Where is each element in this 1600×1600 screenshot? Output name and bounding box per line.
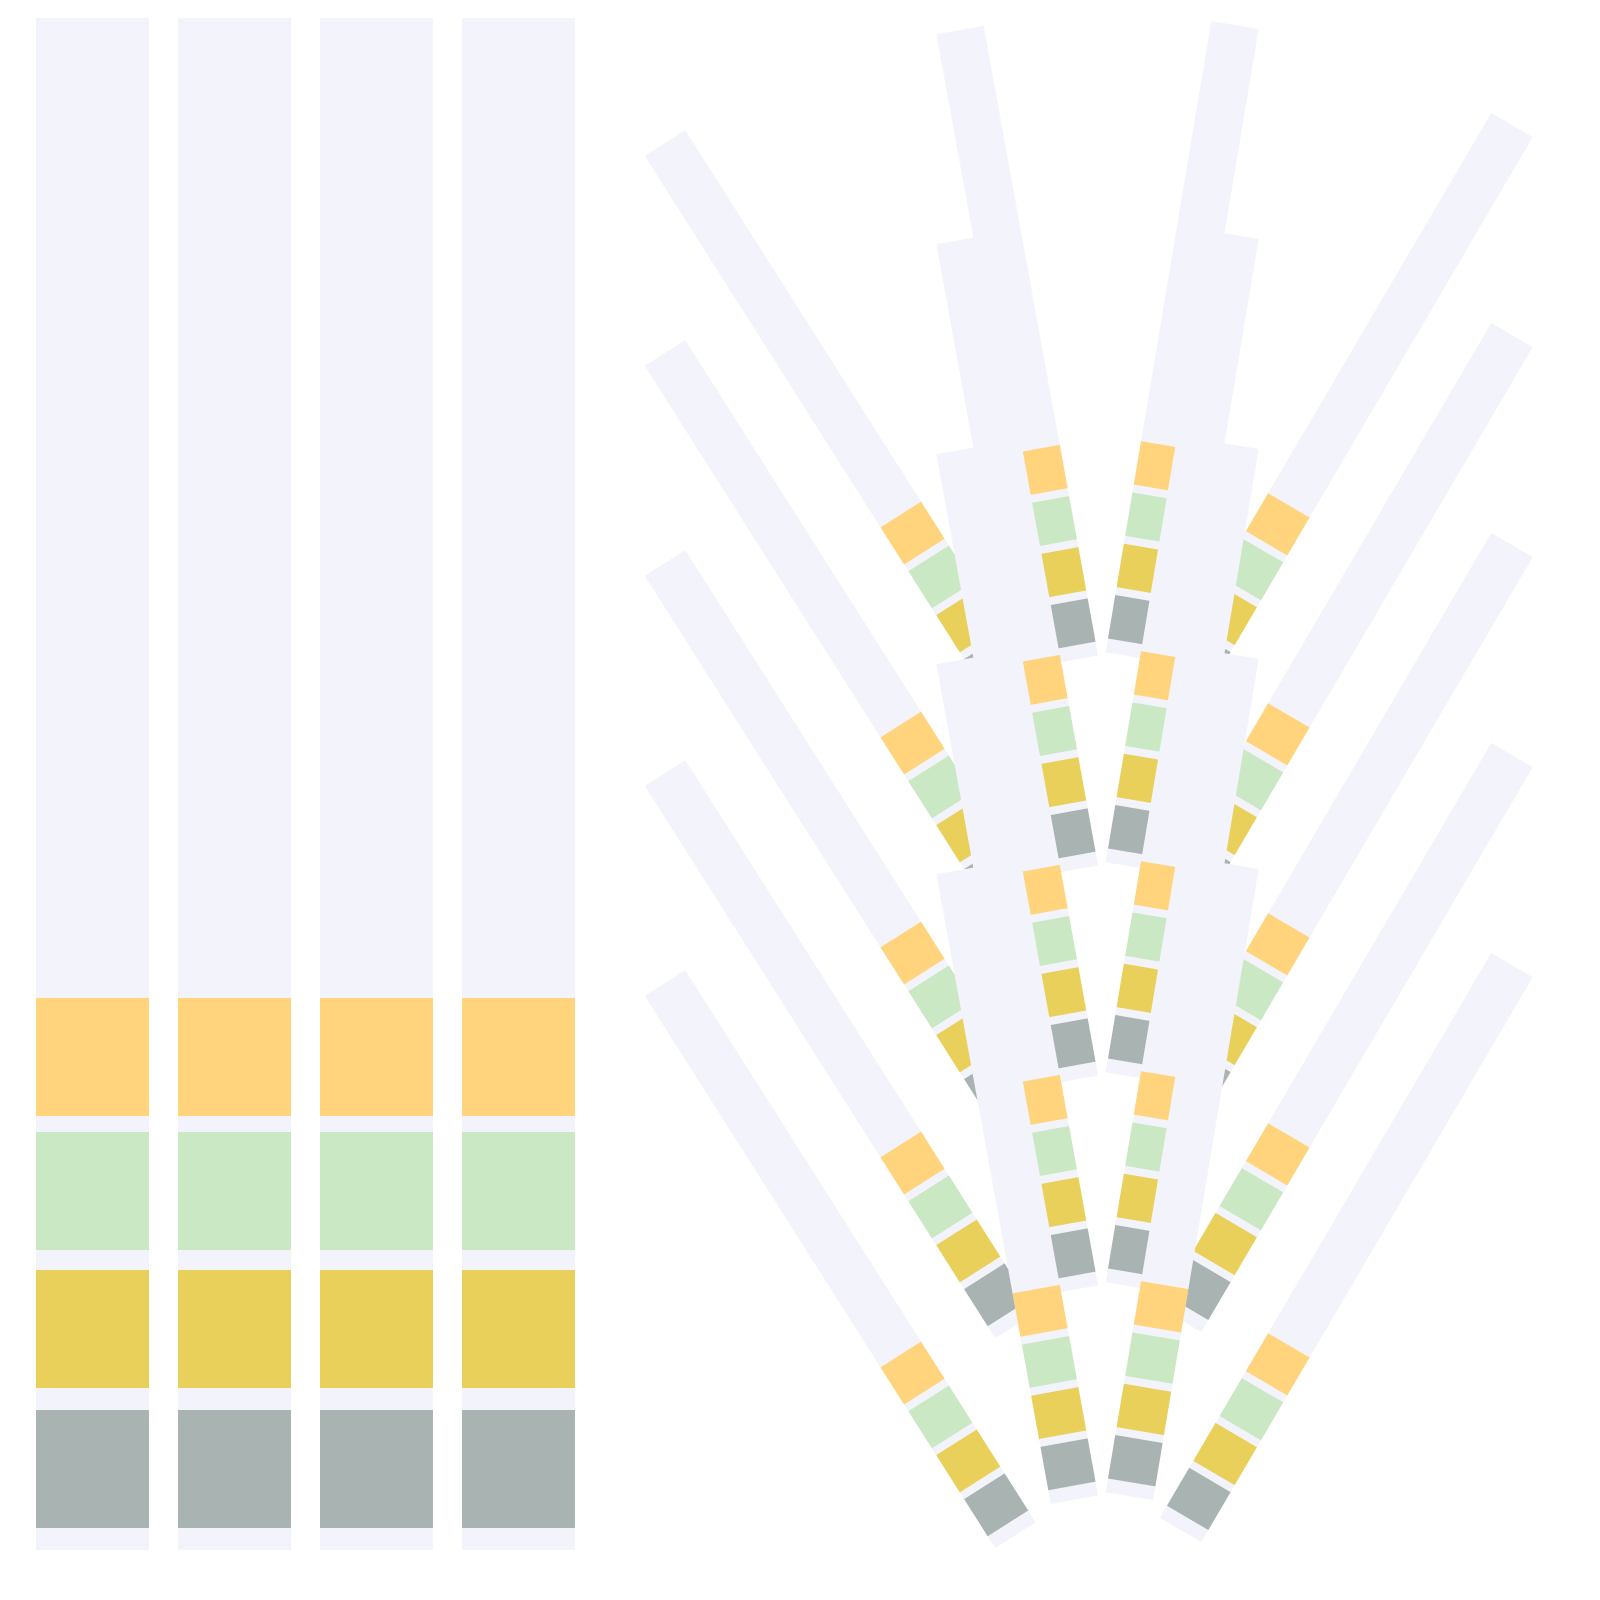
reagent-pad: [1116, 1383, 1172, 1436]
reagent-pad: [880, 1341, 945, 1405]
reagent-pad: [880, 921, 945, 985]
reagent-pad: [36, 998, 149, 1116]
test-strip: [320, 18, 433, 1550]
reagent-pad: [1193, 1422, 1257, 1486]
test-strip: [644, 970, 1036, 1549]
reagent-pad: [178, 1270, 291, 1388]
reagent-pad: [1108, 1435, 1163, 1487]
reagent-pad: [36, 1132, 149, 1250]
reagent-pad: [1166, 1467, 1231, 1531]
reagent-pad: [1245, 1333, 1310, 1396]
reagent-pad: [936, 1219, 1001, 1283]
reagent-pad: [178, 1132, 291, 1250]
reagent-pad: [1219, 1378, 1284, 1441]
fanned-strips-group: [644, 21, 1533, 1549]
reagent-pad: [1031, 1387, 1087, 1440]
reagent-pad: [462, 1132, 575, 1250]
straight-strips-group: [36, 18, 575, 1550]
reagent-pad: [880, 1131, 945, 1195]
reagent-pad: [1245, 1123, 1310, 1186]
reagent-pad: [320, 1410, 433, 1528]
reagent-pad: [1133, 1281, 1189, 1333]
reagent-pad: [36, 1410, 149, 1528]
reagent-pad: [36, 1270, 149, 1388]
reagent-pad: [320, 1270, 433, 1388]
reagent-pad: [1245, 913, 1310, 976]
reagent-pad: [1219, 1168, 1284, 1231]
reagent-pad: [178, 998, 291, 1116]
test-strip: [178, 18, 291, 1550]
reagent-pad: [964, 1473, 1029, 1537]
reagent-pad: [908, 1175, 973, 1239]
reagent-pad: [908, 1385, 973, 1449]
test-strip: [936, 235, 1099, 874]
test-strip: [462, 18, 575, 1550]
reagent-pad: [320, 1132, 433, 1250]
test-strip: [36, 18, 149, 1550]
test-strip: [1105, 861, 1259, 1501]
reagent-pad: [936, 1429, 1001, 1493]
reagent-pad: [880, 501, 945, 565]
test-strip: [1159, 952, 1533, 1543]
reagent-pad: [1245, 493, 1310, 556]
reagent-pad: [1021, 1336, 1077, 1388]
test-strip: [644, 760, 1036, 1339]
reagent-pad: [462, 998, 575, 1116]
reagent-pad: [178, 1410, 291, 1528]
reagent-pad: [1245, 703, 1310, 766]
reagent-pad: [320, 998, 433, 1116]
reagent-pad: [462, 1410, 575, 1528]
reagent-pad: [462, 1270, 575, 1388]
reagent-pad: [880, 711, 945, 775]
reagent-pad: [1125, 1332, 1180, 1384]
reagent-pad: [1193, 1212, 1257, 1276]
test-strip: [936, 865, 1099, 1504]
reagent-pad: [1012, 1284, 1068, 1337]
reagent-pad: [1040, 1438, 1096, 1491]
